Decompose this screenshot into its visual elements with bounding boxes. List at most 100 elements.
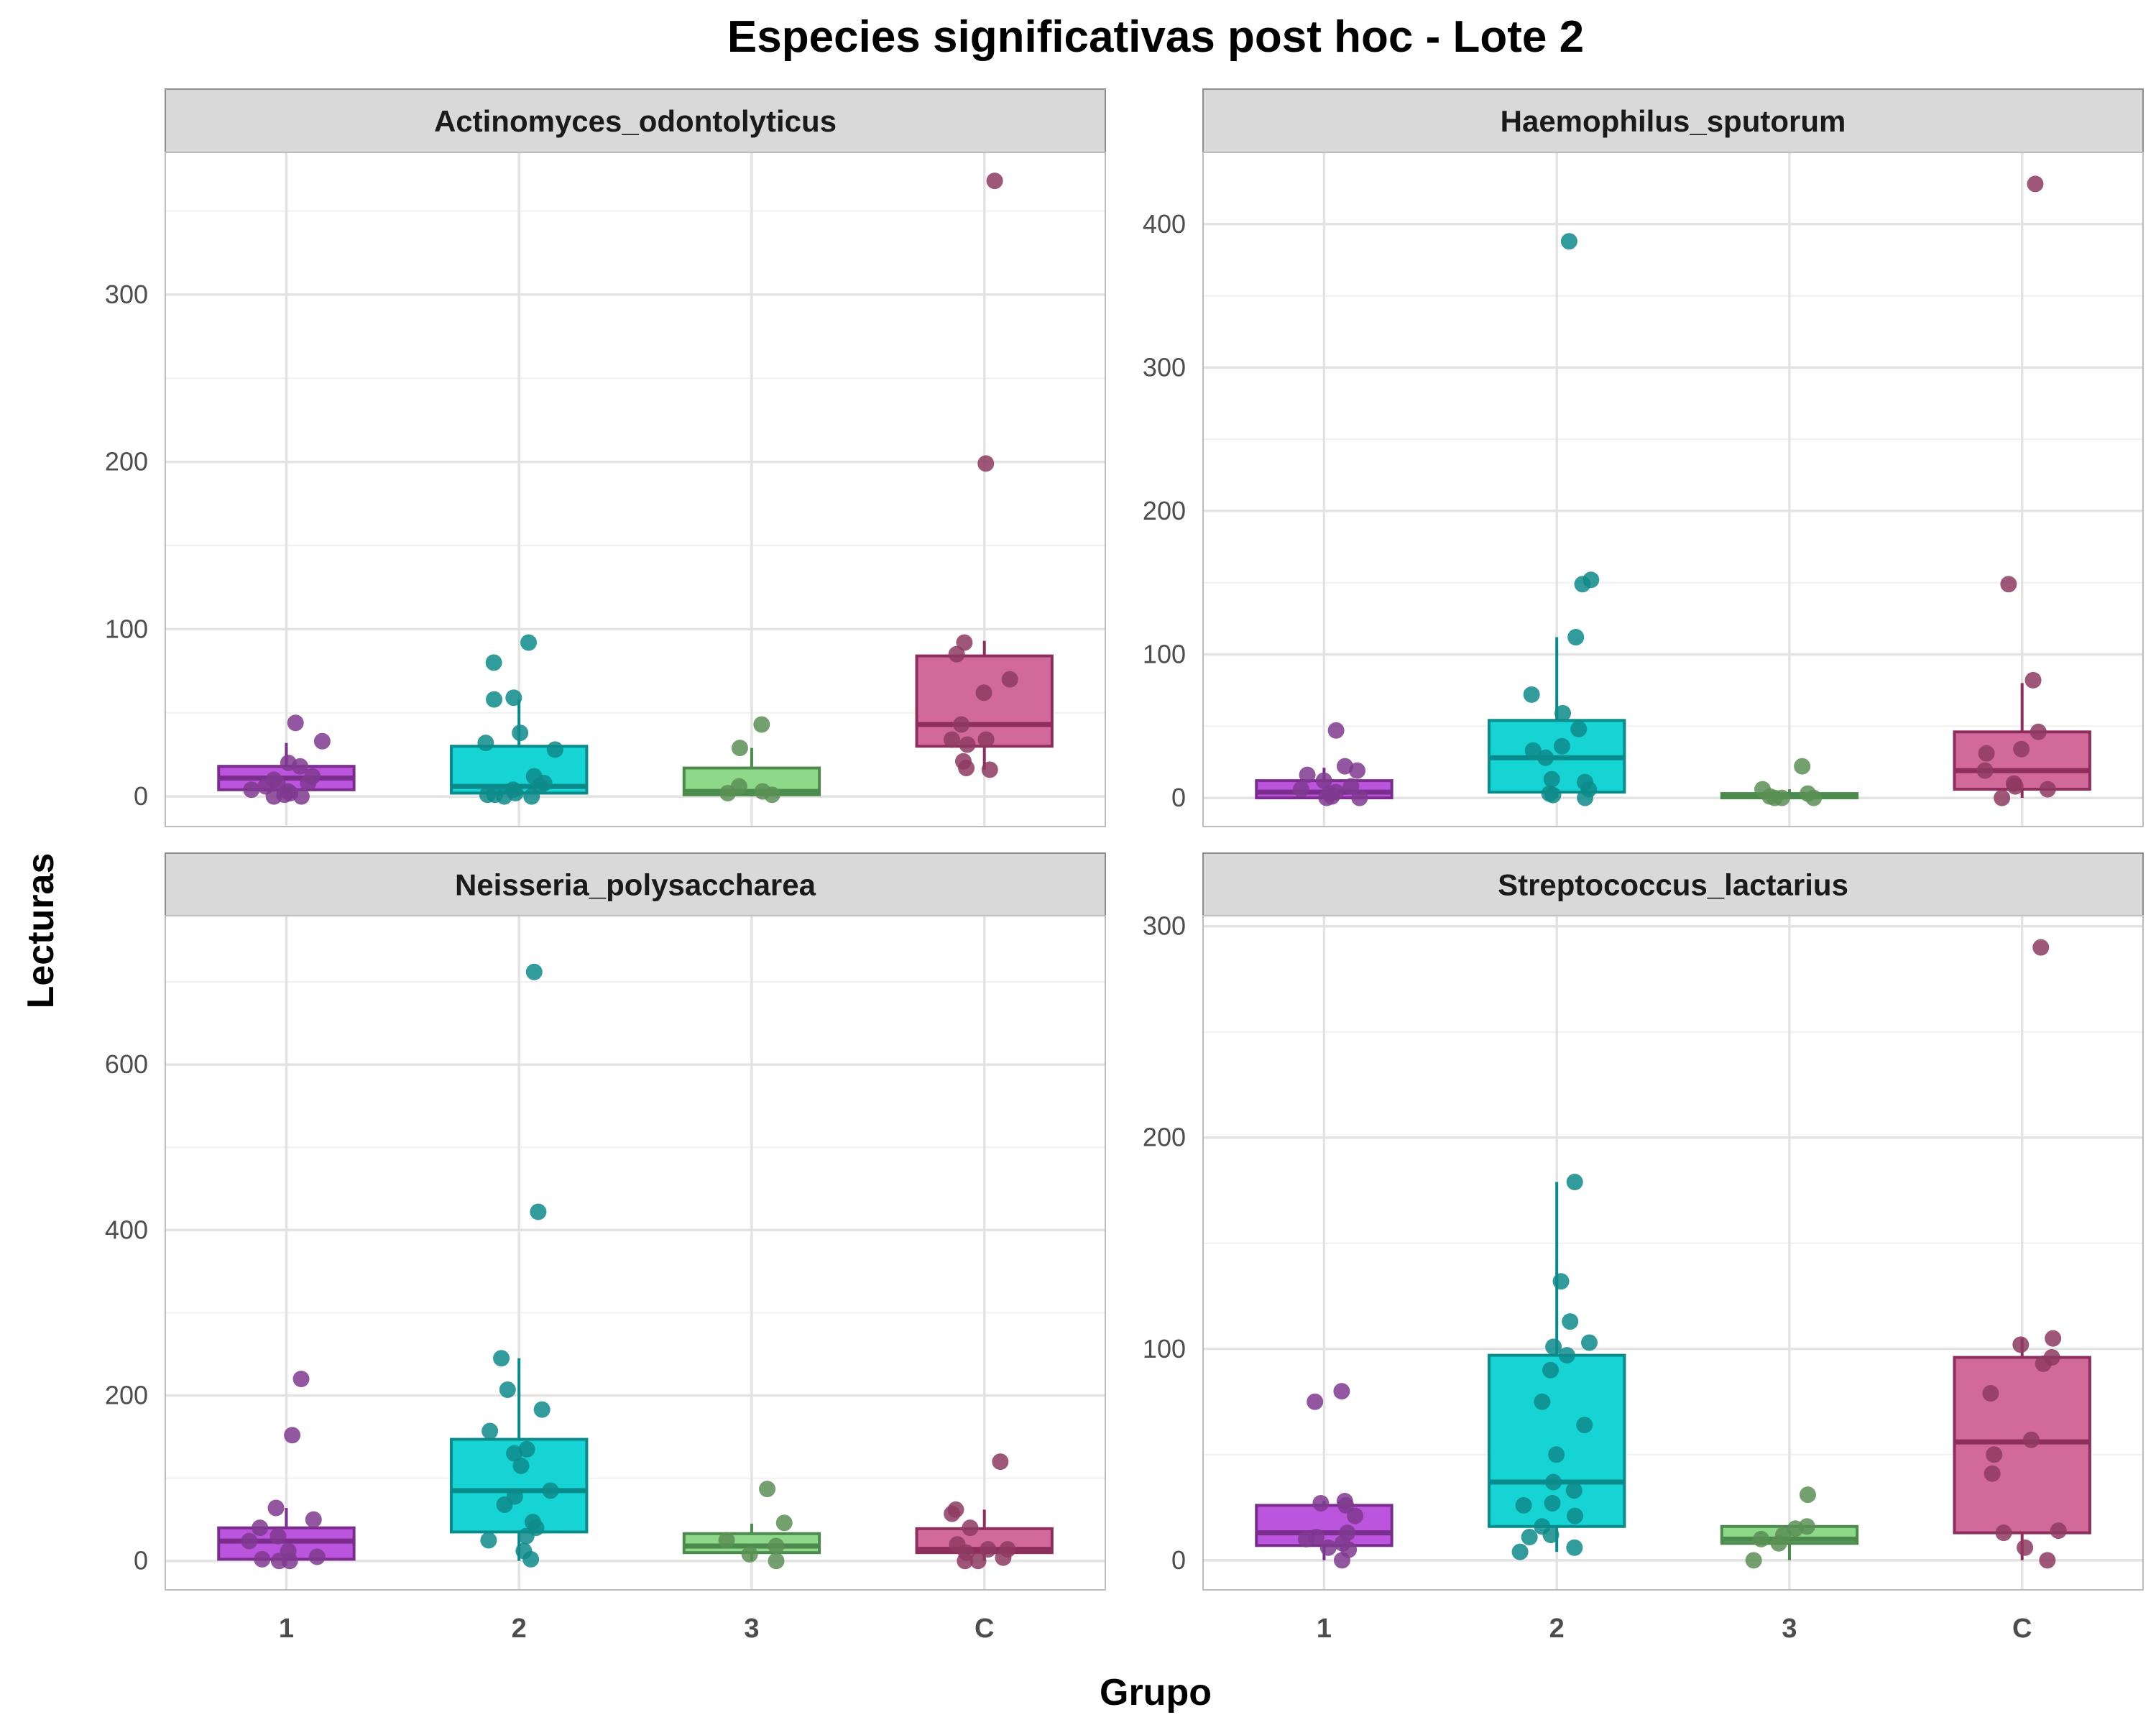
- data-point: [533, 1401, 550, 1418]
- data-point: [486, 691, 503, 708]
- data-point: [480, 1532, 497, 1549]
- data-point: [254, 1550, 271, 1568]
- data-point: [2032, 939, 2050, 956]
- data-point: [241, 1532, 258, 1550]
- data-point: [1545, 1473, 1562, 1491]
- data-point: [477, 735, 494, 752]
- data-point: [1342, 778, 1360, 795]
- y-tick-label: 0: [1171, 1545, 1186, 1575]
- data-point: [1794, 758, 1811, 775]
- data-point: [1001, 671, 1018, 688]
- facet-strip-label: Neisseria_polysaccharea: [455, 868, 816, 902]
- data-point: [308, 1548, 326, 1565]
- data-point: [493, 1350, 510, 1367]
- x-tick-label: 2: [1549, 1614, 1565, 1644]
- data-point: [719, 784, 737, 801]
- box-body: [1953, 1356, 2091, 1535]
- y-tick-label: 200: [1143, 1123, 1186, 1152]
- data-point: [958, 760, 975, 777]
- data-point: [768, 1537, 785, 1555]
- data-point: [1327, 722, 1345, 739]
- data-point: [1562, 1313, 1579, 1330]
- data-point: [1315, 772, 1332, 789]
- data-point: [2024, 671, 2042, 689]
- data-point: [546, 741, 563, 758]
- data-point: [1567, 1507, 1584, 1524]
- data-point: [499, 1381, 516, 1398]
- facet-strip-label: Actinomyces_odontolyticus: [434, 104, 837, 138]
- data-point: [969, 1552, 987, 1570]
- data-point: [1515, 1496, 1532, 1514]
- y-tick-label: 100: [1143, 1334, 1186, 1363]
- plot-area: [165, 916, 1105, 1590]
- panel-border: [1202, 915, 2144, 1591]
- y-tick-label: 200: [105, 447, 148, 477]
- facet-strip-label: Streptococcus_lactarius: [1498, 868, 1848, 902]
- data-point: [1544, 786, 1562, 804]
- data-point: [2039, 1552, 2056, 1569]
- data-point: [1753, 1530, 1770, 1547]
- data-point: [1566, 1173, 1583, 1190]
- data-point: [1580, 1334, 1598, 1351]
- x-tick-label: C: [975, 1614, 994, 1644]
- data-point: [1976, 762, 1994, 779]
- data-point: [1566, 1539, 1583, 1556]
- data-point: [1567, 629, 1585, 646]
- data-point: [2027, 175, 2044, 193]
- data-point: [313, 732, 331, 750]
- data-point: [496, 1496, 513, 1513]
- data-point: [731, 740, 748, 757]
- data-point: [1511, 1543, 1529, 1560]
- data-point: [482, 1422, 499, 1440]
- data-point: [1333, 1552, 1350, 1569]
- data-point: [2050, 1522, 2067, 1540]
- facet-panel: Streptococcus_lactarius 0 100 200 300 1 2 3 C: [1143, 852, 2144, 1644]
- y-tick-label: 300: [105, 280, 148, 309]
- data-point: [718, 1532, 735, 1549]
- data-point: [1299, 766, 1316, 783]
- data-point: [479, 786, 496, 804]
- data-point: [1537, 749, 1554, 766]
- facet-panel: Actinomyces_odontolyticus 0 100 200 300: [105, 88, 1106, 827]
- data-point: [305, 1511, 322, 1528]
- data-point: [1745, 1552, 1762, 1569]
- data-point: [995, 1549, 1012, 1566]
- data-point: [1521, 1528, 1538, 1545]
- data-point: [1799, 1486, 1816, 1504]
- data-point: [2039, 781, 2056, 798]
- panel-border: [1202, 152, 2144, 827]
- data-point: [741, 1546, 758, 1563]
- data-point: [956, 634, 973, 651]
- data-point: [986, 172, 1003, 190]
- data-point: [287, 714, 304, 732]
- data-point: [980, 1541, 997, 1558]
- data-point: [512, 1457, 530, 1474]
- data-point: [1542, 1361, 1559, 1379]
- x-tick-label: 3: [1782, 1614, 1797, 1644]
- data-point: [959, 736, 976, 753]
- box-body: [1953, 730, 2091, 791]
- data-point: [977, 455, 995, 472]
- data-point: [1982, 1385, 1999, 1402]
- data-point: [948, 645, 965, 663]
- data-point: [530, 1203, 547, 1220]
- data-point: [496, 788, 513, 805]
- data-point: [1543, 770, 1560, 788]
- x-tick-label: 2: [512, 1614, 527, 1644]
- facet-panel: Neisseria_polysaccharea 0 200 400 600 1 2 3 C: [105, 852, 1106, 1644]
- plot-area: [1203, 152, 2143, 827]
- data-point: [542, 1482, 559, 1499]
- y-tick-label: 400: [105, 1215, 148, 1244]
- data-point: [1570, 720, 1588, 737]
- data-point: [243, 781, 260, 799]
- data-point: [975, 684, 992, 702]
- data-point: [957, 1552, 974, 1570]
- data-point: [1523, 686, 1540, 703]
- data-point: [977, 731, 995, 748]
- data-point: [1548, 1446, 1565, 1463]
- data-point: [981, 761, 998, 778]
- x-tick-label: 3: [744, 1614, 759, 1644]
- y-tick-label: 100: [1143, 640, 1186, 669]
